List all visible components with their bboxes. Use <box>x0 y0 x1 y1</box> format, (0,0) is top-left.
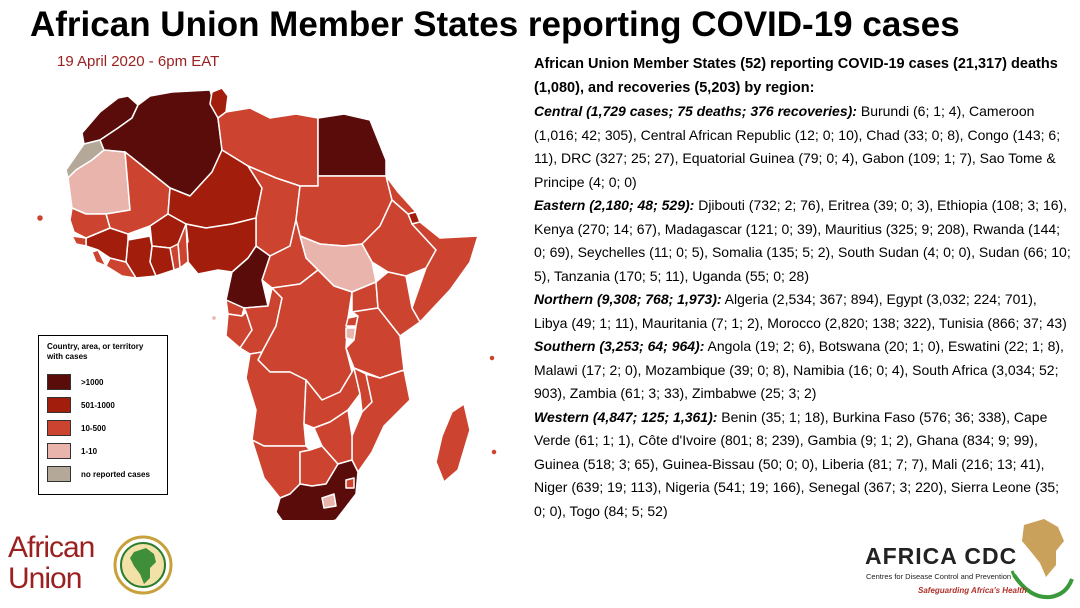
report-date: 19 April 2020 - 6pm EAT <box>57 53 220 70</box>
legend-swatch <box>47 466 71 482</box>
africa-map <box>35 87 498 520</box>
region-eastern: Eastern (2,180; 48; 529): Djibouti (732;… <box>534 194 1074 288</box>
country-guinea-bissau <box>71 235 87 247</box>
legend-title: Country, area, or territory with cases <box>47 342 144 361</box>
region-central: Central (1,729 cases; 75 deaths; 376 rec… <box>534 100 1074 194</box>
legend-swatch <box>47 374 71 390</box>
country-cape-verde <box>35 213 45 223</box>
page-title: African Union Member States reporting CO… <box>30 5 960 44</box>
country-sao-tome <box>210 314 218 322</box>
region-western: Western (4,847; 125; 1,361): Benin (35; … <box>534 406 1074 524</box>
country-lesotho <box>321 493 337 509</box>
africa-cdc-logo: AFRICA CDC Centres for Disease Control a… <box>860 515 1075 605</box>
country-mauritius <box>490 448 498 456</box>
legend-item: >1000 <box>47 372 159 392</box>
legend-item: 501-1000 <box>47 395 159 415</box>
au-emblem-icon <box>113 535 173 595</box>
legend-item: 10-500 <box>47 418 159 438</box>
cdc-name: AFRICA CDC <box>865 543 1018 569</box>
map-legend: Country, area, or territory with cases >… <box>38 335 168 495</box>
legend-label: 501-1000 <box>81 400 115 410</box>
country-sierra-leone <box>91 249 107 267</box>
region-text: Angola (19; 2; 6), Botswana (20; 1; 0), … <box>534 338 1064 401</box>
cdc-subtitle: Centres for Disease Control and Preventi… <box>866 572 1012 581</box>
country-mozambique <box>351 369 411 473</box>
legend-item: no reported cases <box>47 464 159 484</box>
country-guinea <box>85 227 129 263</box>
country-nigeria <box>185 217 257 275</box>
legend-label: 10-500 <box>81 423 106 433</box>
country-senegal <box>69 207 111 239</box>
au-logo-line2: Union <box>8 562 82 595</box>
region-text: Benin (35; 1; 18), Burkina Faso (576; 36… <box>534 408 1060 519</box>
region-northern: Northern (9,308; 768; 1,973): Algeria (2… <box>534 288 1074 335</box>
legend-label: 1-10 <box>81 446 98 456</box>
country-seychelles <box>488 354 496 362</box>
legend-swatch <box>47 443 71 459</box>
country-zimbabwe <box>313 409 353 465</box>
legend-swatch <box>47 420 71 436</box>
country-south-africa <box>275 459 359 520</box>
country-somalia <box>411 221 479 323</box>
region-label: Northern (9,308; 768; 1,973): <box>534 291 722 307</box>
region-label: Western (4,847; 125; 1,361): <box>534 408 718 425</box>
summary-heading: African Union Member States (52) reporti… <box>534 56 1058 96</box>
region-label: Eastern (2,180; 48; 529): <box>534 197 695 213</box>
legend-item: 1-10 <box>47 441 159 461</box>
region-label: Southern (3,253; 64; 964): <box>534 338 705 354</box>
region-southern: Southern (3,253; 64; 964): Angola (19; 2… <box>534 335 1074 406</box>
country-central-african-republic <box>261 219 319 289</box>
cdc-tagline: Safeguarding Africa's Health <box>918 586 1027 595</box>
african-union-logo: African Union <box>8 530 188 600</box>
country-egypt <box>317 113 387 177</box>
region-text: Djibouti (732; 2; 76), Eritrea (39; 0; 3… <box>534 197 1071 284</box>
region-text: Algeria (2,534; 367; 894), Egypt (3,032;… <box>534 291 1067 331</box>
legend-label: no reported cases <box>81 469 150 479</box>
country-eswatini <box>345 477 355 489</box>
region-text: Burundi (6; 1; 4), Cameroon (1,016; 42; … <box>534 103 1061 190</box>
summary-panel: African Union Member States (52) reporti… <box>534 53 1074 523</box>
region-label: Central (1,729 cases; 75 deaths; 376 rec… <box>534 103 857 119</box>
au-logo-line1: African <box>8 531 95 564</box>
legend-label: >1000 <box>81 377 104 387</box>
legend-swatch <box>47 397 71 413</box>
africa-cdc-emblem-icon <box>1010 519 1074 600</box>
country-madagascar <box>435 403 471 483</box>
